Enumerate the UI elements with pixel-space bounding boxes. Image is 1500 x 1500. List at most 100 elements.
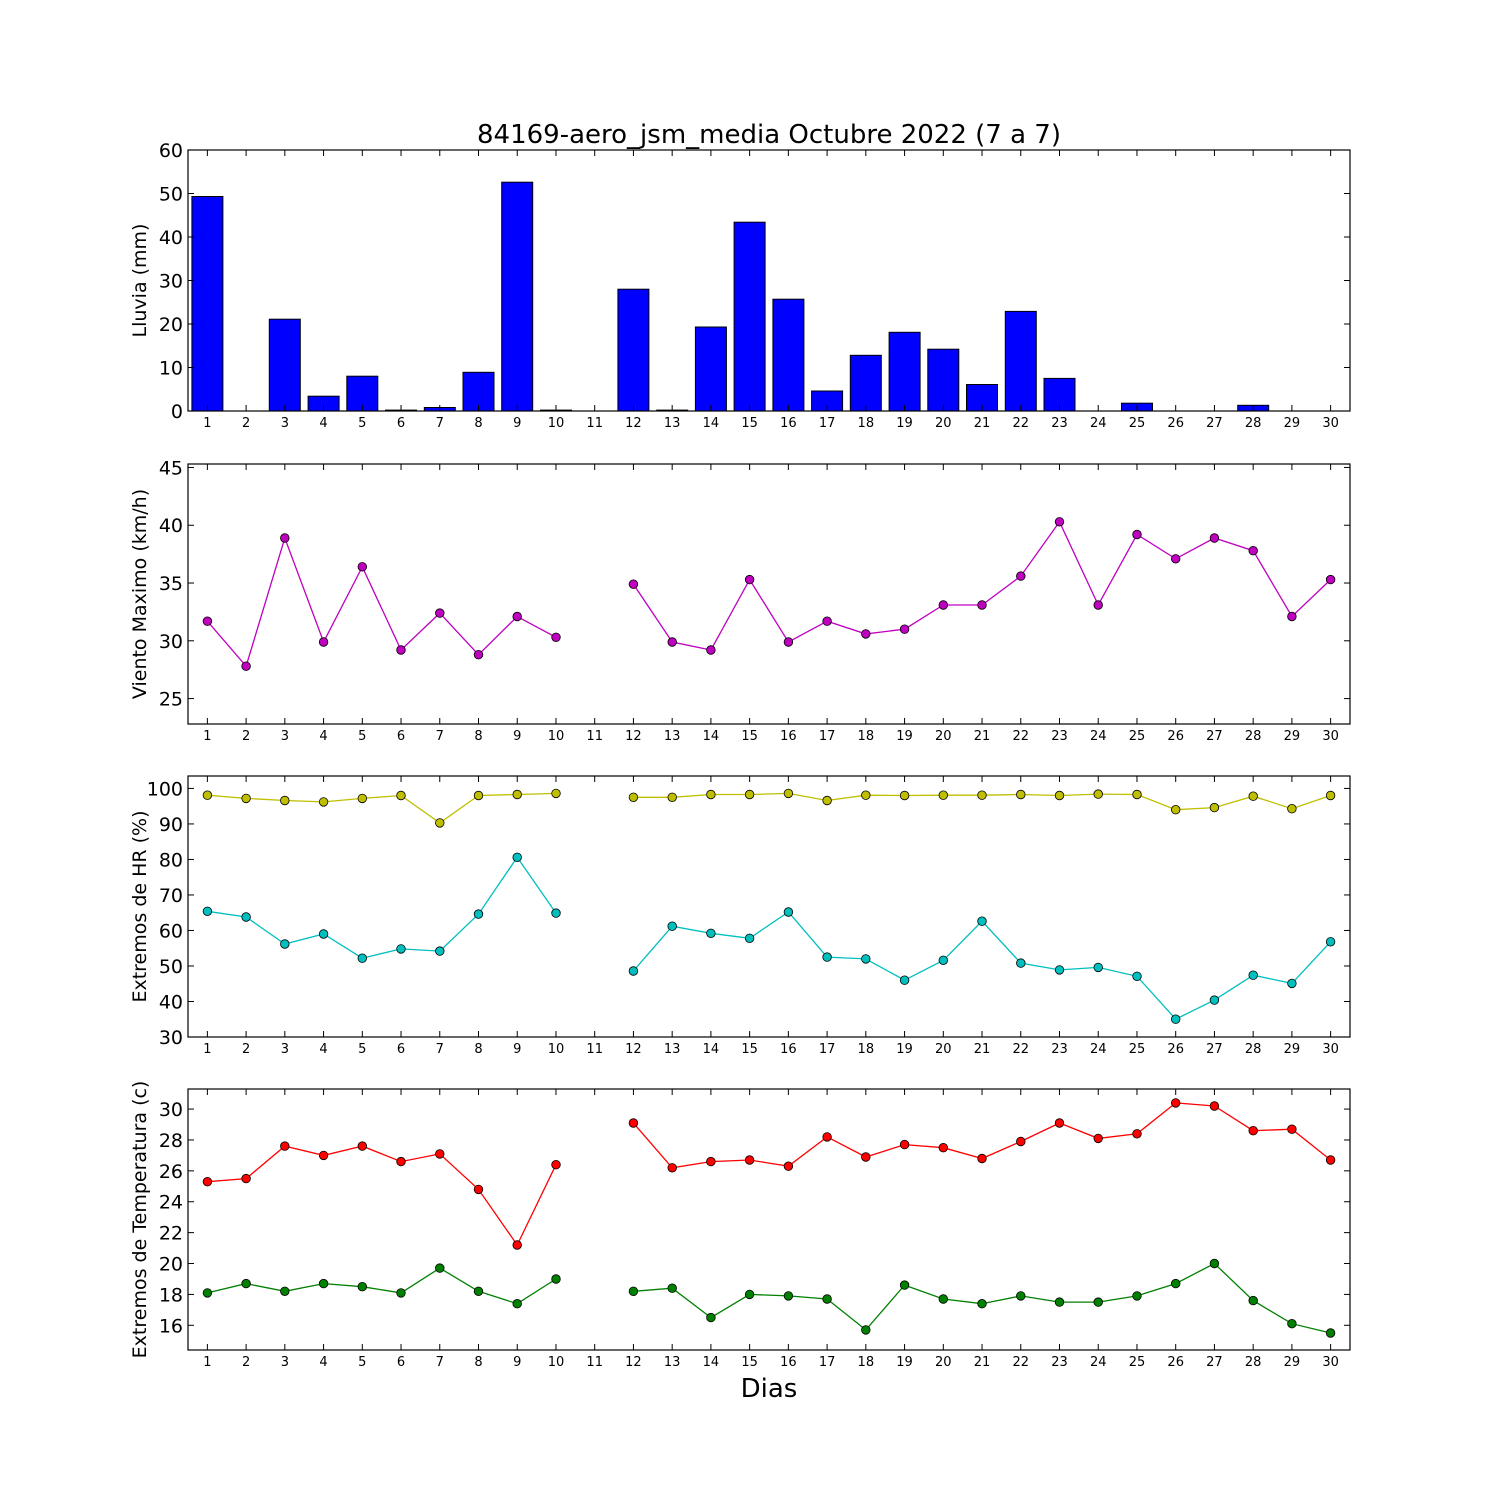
data-point [473,909,484,919]
y-tick-label: 20 [159,1254,183,1276]
data-point [1248,970,1258,980]
data-point [1325,574,1336,585]
x-tick-label: 20 [935,729,952,744]
x-tick-label: 13 [664,729,681,744]
x-tick-label: 9 [513,416,521,431]
data-point [280,533,290,543]
x-tick-label: 17 [819,416,836,431]
data-point [551,908,561,918]
x-tick-label: 12 [625,729,642,744]
data-point [357,1281,368,1292]
data-point [744,574,755,585]
data-point [1325,790,1336,801]
x-tick-label: 30 [1322,416,1339,431]
data-point [1054,790,1065,801]
x-tick-label: 23 [1051,416,1068,431]
x-tick-label: 16 [780,416,797,431]
data-point [1016,789,1026,800]
data-point [435,818,445,828]
x-tick-label: 4 [319,1355,327,1370]
x-tick-label: 5 [358,416,366,431]
data-point [318,797,329,807]
x-tick-label: 26 [1167,1355,1184,1370]
data-point [628,1286,639,1297]
x-tick-label: 17 [819,1042,836,1057]
x-tick-label: 28 [1245,416,1262,431]
x-tick-label: 5 [358,1355,366,1370]
data-point [744,933,755,944]
x-tick-label: 22 [1012,729,1029,744]
y-axis-label: Extremos de Temperatura (c) [129,1081,151,1359]
figure-title: 84169-aero_jsm_media Octubre 2022 (7 a 7… [477,120,1061,150]
x-tick-label: 6 [397,416,405,431]
x-tick-label: 2 [242,1042,250,1057]
x-tick-label: 25 [1129,1355,1146,1370]
data-point [899,624,910,634]
data-point [241,793,251,804]
data-point [512,611,522,622]
y-tick-label: 30 [159,1099,183,1121]
data-point [1248,791,1258,801]
y-tick-label: 16 [159,1315,183,1337]
data-point [706,928,716,939]
x-tick-label: 27 [1206,729,1223,744]
x-tick-label: 30 [1322,1355,1339,1370]
x-tick-label: 1 [203,416,211,431]
y-axis-label: Viento Maximo (km/h) [129,489,151,699]
bar [191,196,224,412]
bar [694,326,727,412]
data-point [706,789,716,800]
x-tick-label: 14 [703,729,720,744]
data-point [1054,1297,1065,1307]
x-tick-label: 19 [896,1042,913,1057]
data-point [977,600,987,610]
y-tick-label: 18 [159,1284,183,1306]
data-point [1054,517,1065,527]
data-point [1287,611,1297,622]
x-tick-label: 20 [935,416,952,431]
x-tick-label: 12 [625,1355,642,1370]
x-tick-label: 3 [281,729,289,744]
data-point [706,1156,716,1167]
x-tick-label: 3 [281,416,289,431]
x-tick-label: 8 [474,416,482,431]
bar [849,354,882,412]
x-tick-label: 16 [780,1042,797,1057]
x-tick-label: 4 [319,729,327,744]
series-line [632,911,1332,1021]
data-point [783,1161,794,1171]
y-tick-label: 20 [159,314,183,336]
series-line [633,1262,1331,1334]
data-point [202,1176,213,1187]
data-point [1287,1124,1297,1134]
data-point [1170,1014,1181,1024]
x-tick-label: 8 [474,729,482,744]
x-tick-label: 10 [548,1355,565,1370]
y-tick-label: 24 [159,1192,183,1214]
data-point [1287,1318,1297,1329]
x-tick-label: 29 [1284,1042,1301,1057]
data-point [744,1289,755,1300]
x-tick-label: 14 [703,1355,720,1370]
data-point [938,955,949,966]
data-point [435,608,445,618]
data-point [318,1278,329,1289]
y-tick-label: 45 [159,457,183,479]
y-tick-label: 35 [159,573,183,595]
x-tick-label: 6 [397,1042,405,1057]
data-point [551,788,561,799]
data-point [241,1173,251,1184]
x-tick-label: 10 [548,416,565,431]
x-tick-label: 27 [1206,1355,1223,1370]
x-tick-label: 18 [858,1355,875,1370]
x-tick-label: 18 [858,416,875,431]
data-point [318,929,329,939]
data-point [1170,1278,1181,1289]
series-line [632,520,1332,651]
data-point [1209,1101,1220,1111]
data-point [667,1163,677,1173]
data-point [280,939,290,949]
data-point [1093,600,1103,610]
plot-frame [187,463,1351,725]
